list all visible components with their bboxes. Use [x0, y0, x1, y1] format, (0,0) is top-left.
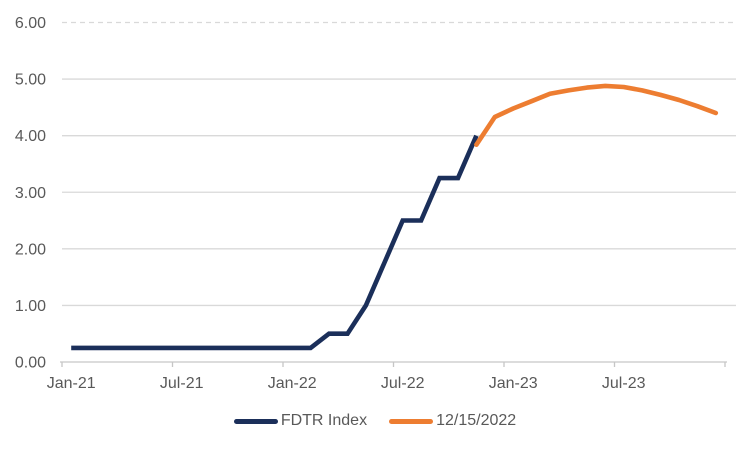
svg-text:3.00: 3.00 [15, 185, 46, 202]
svg-text:Jul-21: Jul-21 [160, 375, 204, 392]
svg-text:1.00: 1.00 [15, 298, 46, 315]
svg-text:Jul-23: Jul-23 [602, 375, 646, 392]
projection-line-swatch [389, 418, 434, 424]
svg-text:Jan-23: Jan-23 [489, 375, 538, 392]
legend-label-fdtr-index: FDTR Index [280, 412, 368, 429]
svg-text:Jul-22: Jul-22 [381, 375, 425, 392]
chart-legend: FDTR Index 12/15/2022 [0, 412, 750, 430]
svg-text:2.00: 2.00 [15, 241, 46, 258]
legend-label-12-15-2022: 12/15/2022 [436, 412, 517, 429]
svg-text:5.00: 5.00 [15, 72, 46, 89]
svg-text:4.00: 4.00 [15, 128, 46, 145]
legend-item-12-15-2022: 12/15/2022 [389, 412, 516, 430]
svg-text:Jan-22: Jan-22 [268, 375, 317, 392]
legend-item-fdtr-index: FDTR Index [233, 412, 368, 430]
svg-text:0.00: 0.00 [15, 355, 46, 372]
fdtr-index-line-swatch [233, 418, 278, 424]
svg-text:6.00: 6.00 [15, 15, 46, 32]
svg-text:Jan-21: Jan-21 [47, 375, 96, 392]
